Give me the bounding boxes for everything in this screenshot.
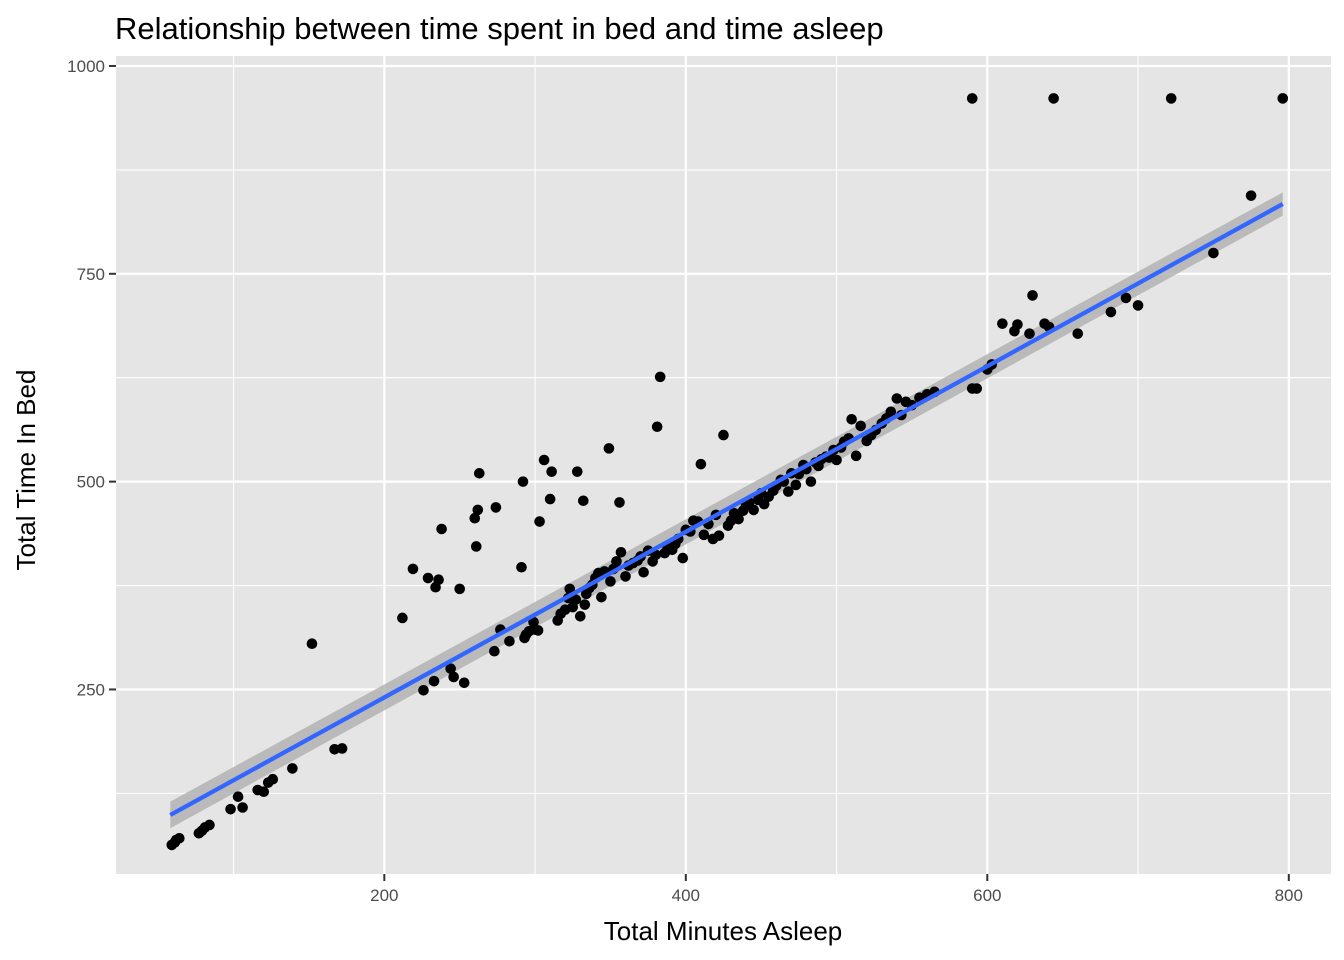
data-point <box>428 675 440 687</box>
data-point <box>651 421 663 433</box>
data-point <box>783 486 794 497</box>
data-point <box>1132 300 1144 311</box>
data-point <box>603 443 615 454</box>
data-point <box>532 625 544 636</box>
data-point <box>578 495 589 507</box>
data-point <box>458 677 470 689</box>
data-point <box>472 504 484 516</box>
data-point <box>605 576 616 587</box>
data-point <box>614 497 625 508</box>
x-axis-title: Total Minutes Asleep <box>604 916 842 946</box>
data-point <box>570 594 582 605</box>
data-point <box>574 610 586 622</box>
y-tick-label: 750 <box>77 265 105 284</box>
data-point <box>1012 319 1023 330</box>
data-point <box>418 684 429 696</box>
chart-title: Relationship between time spent in bed a… <box>115 11 884 46</box>
data-point <box>469 512 481 524</box>
data-point <box>517 476 529 487</box>
data-point <box>638 566 649 578</box>
data-point <box>966 93 978 104</box>
data-point <box>564 583 576 595</box>
data-point <box>397 612 408 624</box>
data-point <box>473 468 485 479</box>
data-point <box>445 663 456 674</box>
data-point <box>677 552 689 564</box>
data-point <box>232 791 244 802</box>
data-point <box>1048 93 1059 104</box>
data-point <box>287 763 298 774</box>
data-point <box>891 393 903 404</box>
data-point <box>695 458 707 470</box>
data-point <box>454 583 465 595</box>
data-point <box>489 645 500 657</box>
x-axis: 200 400 600 800 <box>370 874 1303 905</box>
data-point <box>267 773 279 785</box>
data-point <box>748 504 759 516</box>
y-tick-label: 1000 <box>67 57 105 76</box>
data-point <box>850 450 862 462</box>
data-point <box>1105 306 1117 318</box>
trend-line <box>169 202 1284 817</box>
data-point <box>855 420 866 432</box>
data-point <box>885 406 897 418</box>
x-tick-label: 400 <box>672 886 700 905</box>
x-tick-label: 600 <box>973 886 1001 905</box>
data-point <box>422 572 434 584</box>
grid-major <box>116 56 1331 874</box>
data-point <box>698 529 710 541</box>
x-tick-label: 800 <box>1275 886 1303 905</box>
trend-line-layer <box>169 202 1284 817</box>
data-point <box>1027 290 1038 301</box>
data-point <box>544 493 556 505</box>
data-point <box>615 546 627 558</box>
data-point <box>831 454 842 466</box>
data-point <box>1165 93 1177 104</box>
data-point <box>620 571 631 582</box>
data-point <box>997 318 1008 329</box>
data-point <box>596 591 607 603</box>
data-point <box>258 786 270 798</box>
y-axis-title: Total Time In Bed <box>11 370 41 571</box>
data-point <box>306 638 318 650</box>
x-tick-label: 200 <box>370 886 398 905</box>
data-point <box>1024 328 1035 339</box>
data-point <box>1208 247 1219 259</box>
data-point <box>579 599 591 610</box>
data-point <box>1277 93 1289 104</box>
data-point <box>225 803 236 815</box>
data-point <box>733 513 744 525</box>
data-point <box>790 479 802 491</box>
data-point <box>611 556 622 567</box>
data-point <box>713 530 725 541</box>
data-point <box>1072 328 1084 339</box>
data-point <box>516 561 527 573</box>
data-point <box>407 563 419 575</box>
data-point <box>448 671 459 683</box>
data-point <box>237 802 248 813</box>
data-point <box>174 832 185 844</box>
y-tick-label: 250 <box>77 680 105 699</box>
data-point <box>470 541 482 552</box>
data-point <box>1120 292 1132 304</box>
data-point <box>538 454 550 466</box>
data-point <box>718 429 729 441</box>
y-tick-label: 500 <box>77 473 105 492</box>
data-point <box>504 635 515 647</box>
data-point <box>805 476 817 487</box>
data-point <box>534 516 545 527</box>
data-point <box>971 383 983 394</box>
data-point <box>336 743 348 754</box>
y-axis: 250 500 750 1000 <box>67 57 116 699</box>
data-point <box>490 502 502 513</box>
data-point <box>846 413 857 425</box>
data-point <box>204 819 215 831</box>
data-point <box>436 523 447 535</box>
data-point <box>546 466 557 477</box>
data-point <box>1245 190 1257 201</box>
data-point <box>433 574 444 586</box>
data-point <box>571 466 583 477</box>
data-point <box>654 371 666 383</box>
